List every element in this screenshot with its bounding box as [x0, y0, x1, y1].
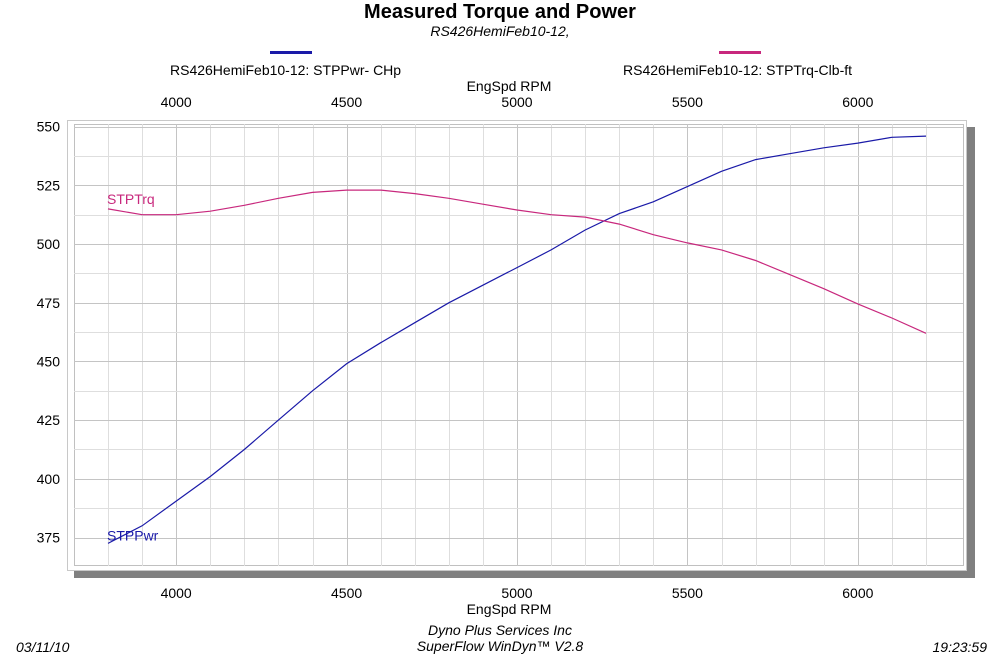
x-tick-label-top: 5500	[672, 94, 703, 110]
x-tick-label-top: 6000	[842, 94, 873, 110]
x-tick-label-bottom: 4500	[331, 585, 362, 601]
x-tick-label-bottom: 4000	[161, 585, 192, 601]
y-tick-label: 375	[37, 530, 61, 546]
series-line-torque	[107, 189, 927, 334]
footer-date: 03/11/10	[16, 639, 70, 655]
x-tick-label-bottom: 6000	[842, 585, 873, 601]
legend-label-torque: RS426HemiFeb10-12: STPTrq-Clb-ft	[623, 62, 853, 78]
x-tick-label-bottom: 5000	[501, 585, 532, 601]
x-axis-title-bottom: EngSpd RPM	[466, 601, 552, 617]
series-label-power: STPPwr	[107, 527, 159, 543]
legend-label-power: RS426HemiFeb10-12: STPPwr- CHp	[170, 62, 402, 78]
legend-swatch-torque	[719, 51, 761, 54]
footer-company: Dyno Plus Services Inc	[428, 622, 572, 638]
chart-subtitle: RS426HemiFeb10-12,	[430, 23, 570, 39]
plot-inner-frame	[74, 124, 964, 566]
x-tick-label-top: 4000	[161, 94, 192, 110]
y-tick-label: 450	[37, 353, 61, 369]
y-tick-label: 500	[37, 236, 61, 252]
footer-time: 19:23:59	[932, 639, 988, 655]
footer-software: SuperFlow WinDyn™ V2.8	[416, 638, 584, 654]
plot-shadow-right	[966, 127, 975, 578]
y-tick-label: 475	[37, 295, 61, 311]
x-axis-title-top: EngSpd RPM	[466, 78, 552, 94]
legend-swatch-power	[270, 51, 312, 54]
x-tick-label-bottom: 5500	[672, 585, 703, 601]
y-tick-label: 550	[37, 119, 61, 135]
series-line-power	[107, 135, 927, 544]
chart-title: Measured Torque and Power	[364, 1, 636, 23]
series-label-torque: STPTrq	[107, 191, 155, 207]
x-tick-label-top: 4500	[331, 94, 362, 110]
y-tick-label: 400	[37, 471, 61, 487]
y-tick-label: 525	[37, 177, 61, 193]
y-tick-label: 425	[37, 412, 61, 428]
plot-shadow-bottom	[74, 570, 975, 578]
x-tick-label-top: 5000	[501, 94, 532, 110]
